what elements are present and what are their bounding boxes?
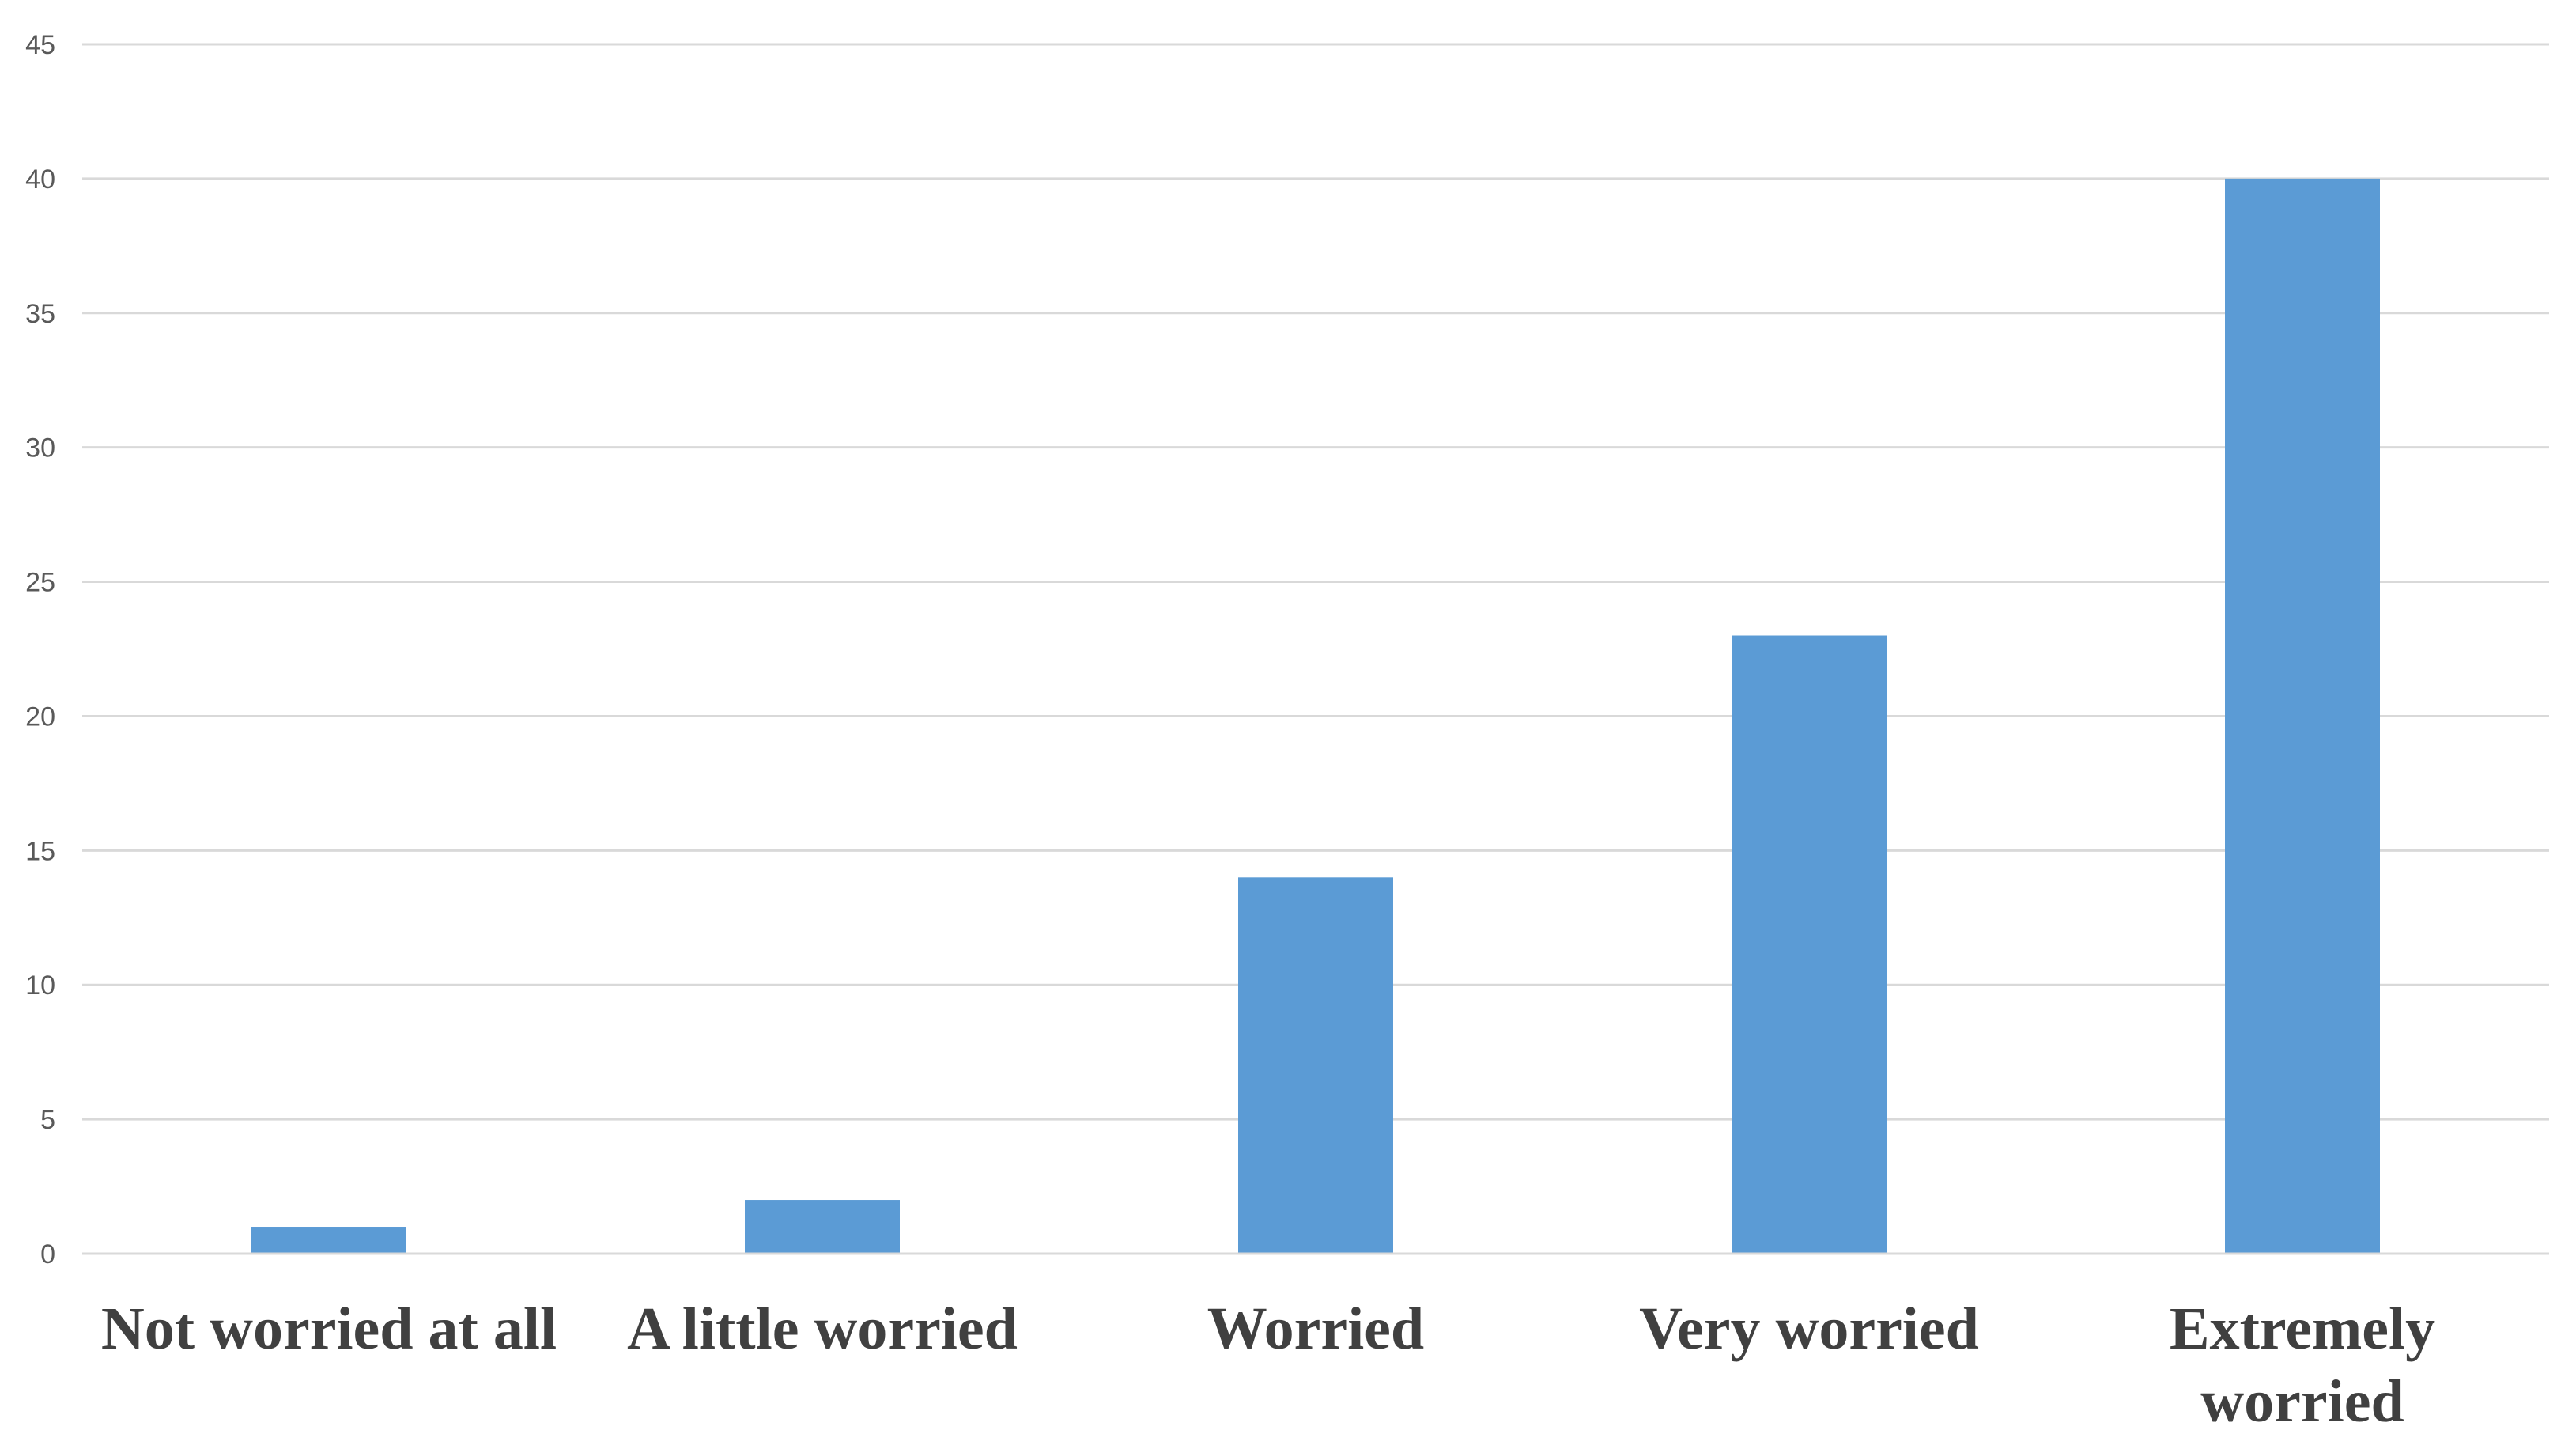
y-tick-label-45: 45: [25, 30, 55, 60]
y-axis-tick-labels: 0 5 10 15 20 25 30 35 40 45: [25, 30, 55, 1269]
y-tick-label-10: 10: [25, 970, 55, 1001]
y-tick-label-35: 35: [25, 299, 55, 329]
x-category-label-0: Not worried at all: [101, 1296, 557, 1362]
bar-3: [1732, 635, 1887, 1254]
x-category-label-1: A little worried: [627, 1296, 1018, 1362]
y-tick-label-30: 30: [25, 433, 55, 463]
bar-2: [1238, 877, 1393, 1254]
bar-4: [2225, 178, 2380, 1254]
y-tick-label-40: 40: [25, 165, 55, 195]
bar-1: [745, 1200, 900, 1254]
y-tick-label-20: 20: [25, 702, 55, 732]
x-category-label-4: Extremely worried: [2170, 1296, 2435, 1435]
x-category-label-3: Very worried: [1639, 1296, 1979, 1362]
bars: [251, 178, 2380, 1254]
x-category-label-2: Worried: [1207, 1296, 1424, 1362]
x-axis-category-labels: Not worried at all A little worried Worrie…: [101, 1296, 2435, 1435]
y-tick-label-5: 5: [40, 1105, 55, 1135]
gridlines: [82, 43, 2549, 1121]
y-tick-label-25: 25: [25, 568, 55, 598]
bar-0: [251, 1227, 406, 1254]
y-tick-label-15: 15: [25, 836, 55, 866]
y-tick-label-0: 0: [40, 1239, 55, 1269]
